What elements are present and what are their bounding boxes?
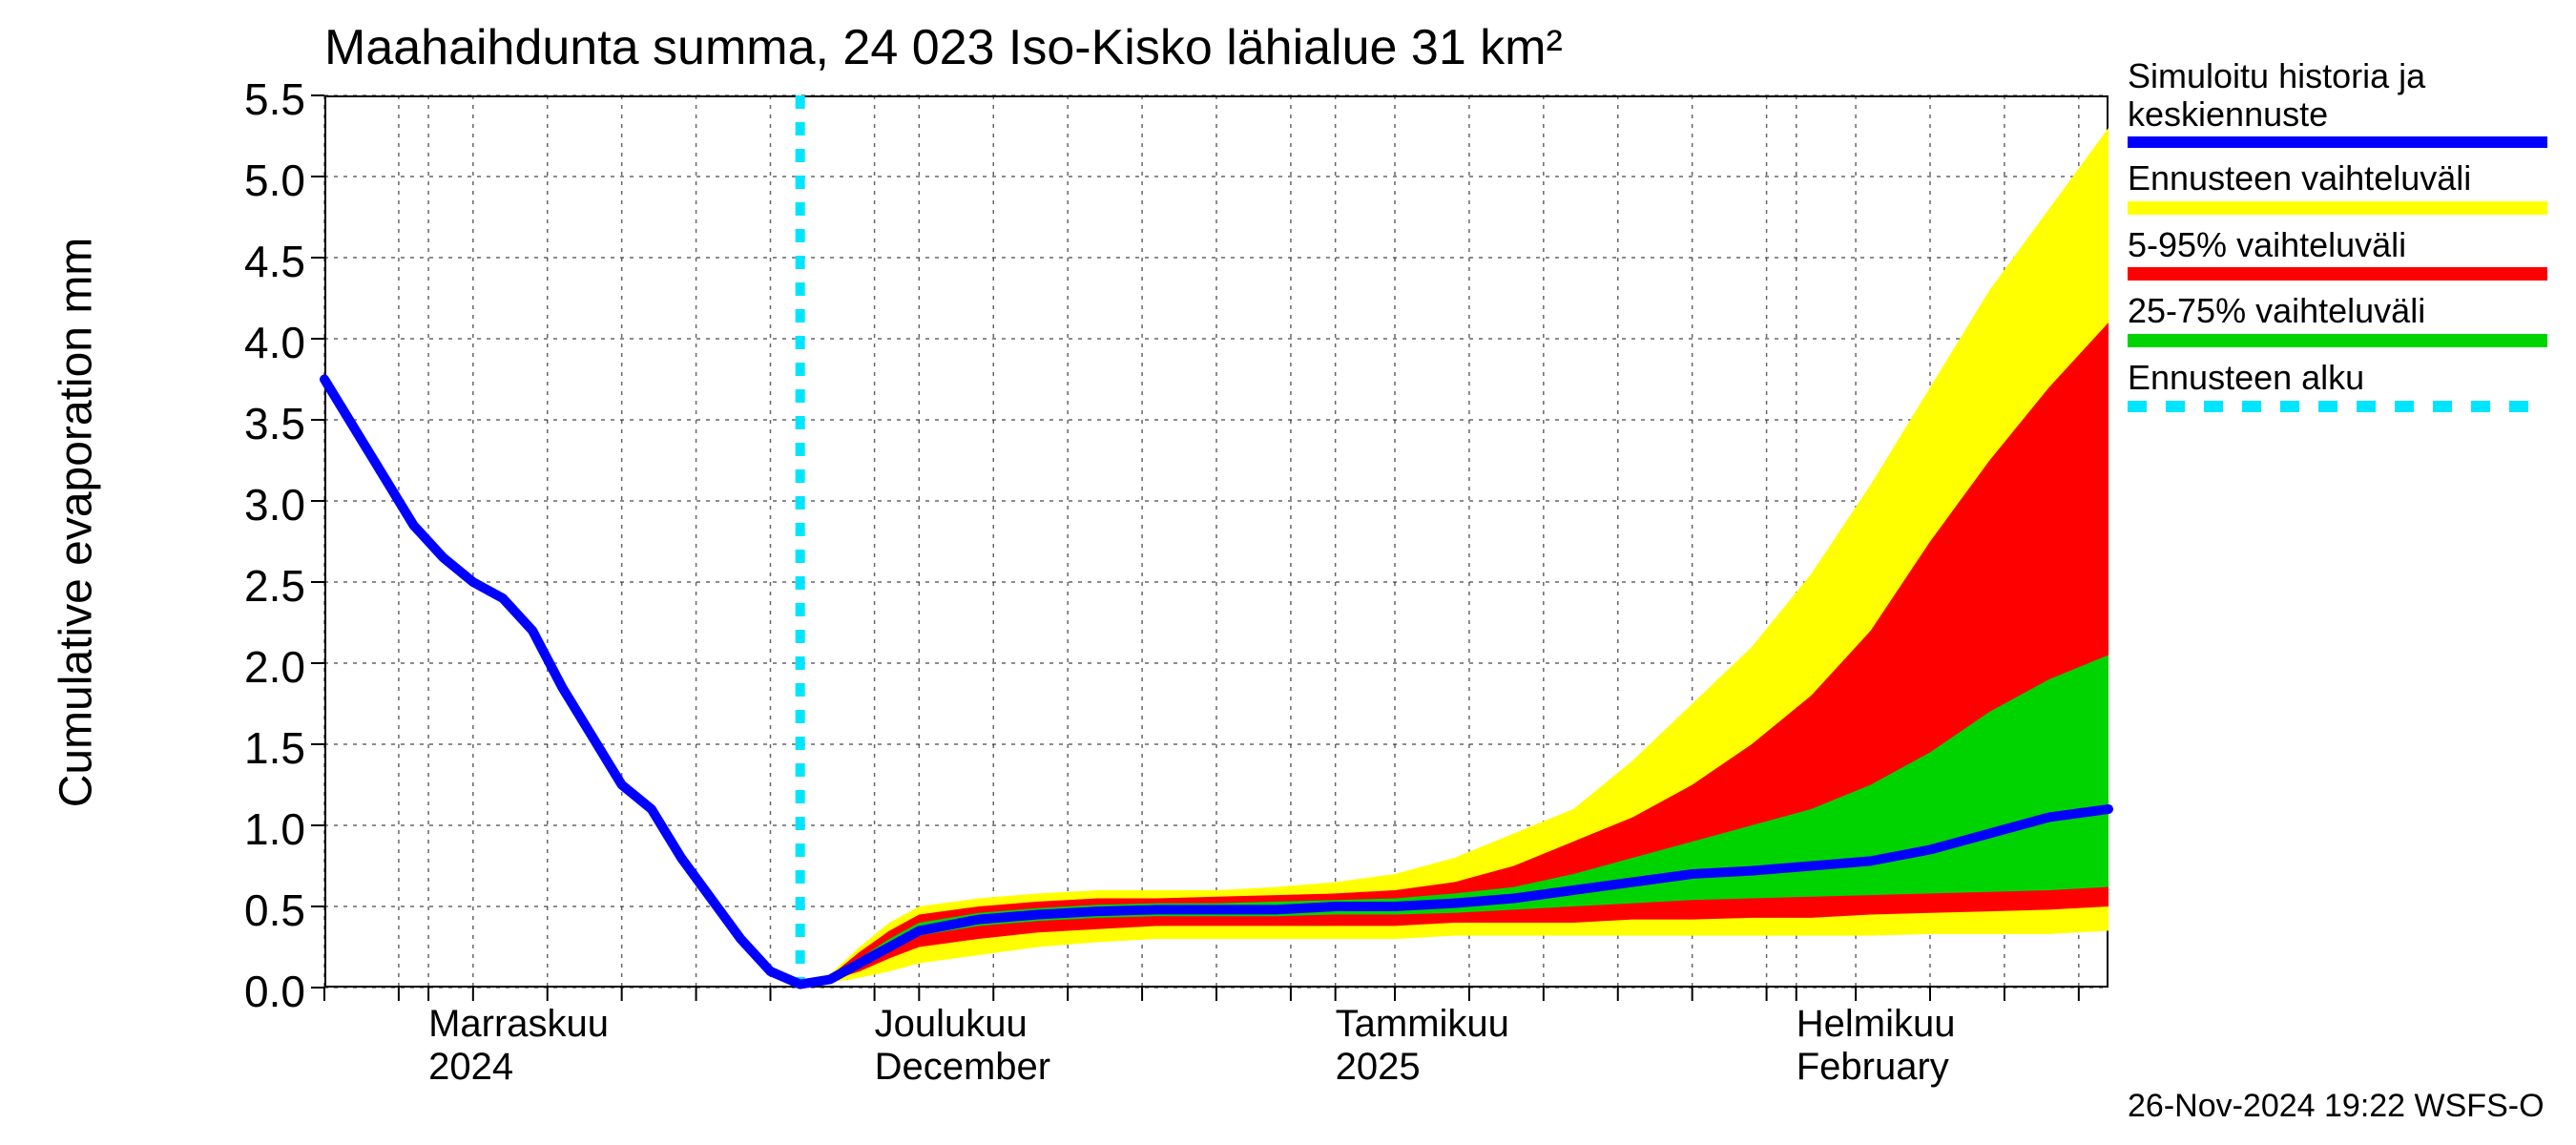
- x-month-label: Tammikuu2025: [1336, 1003, 1509, 1089]
- chart-title: Maahaihdunta summa, 24 023 Iso-Kisko läh…: [324, 19, 1563, 76]
- y-tick-label: 4.0: [244, 317, 305, 368]
- legend-item: Ennusteen alku: [2128, 359, 2547, 412]
- y-tick-label: 1.5: [244, 722, 305, 774]
- legend-swatch: [2128, 401, 2547, 412]
- x-month-label: Marraskuu2024: [428, 1003, 609, 1089]
- legend-label: Ennusteen vaihteluväli: [2128, 159, 2547, 198]
- legend-label: keskiennuste: [2128, 95, 2547, 134]
- y-tick-label: 1.0: [244, 803, 305, 855]
- footer-text-content: 26-Nov-2024 19:22 WSFS-O: [2128, 1088, 2545, 1124]
- legend-item: 5-95% vaihteluväli: [2128, 226, 2547, 281]
- y-tick-label: 3.5: [244, 398, 305, 449]
- legend-swatch: [2128, 267, 2547, 281]
- legend-item: Simuloitu historia jakeskiennuste: [2128, 57, 2547, 148]
- y-tick-label: 3.0: [244, 479, 305, 531]
- y-tick-label: 5.0: [244, 155, 305, 206]
- legend-label: 5-95% vaihteluväli: [2128, 226, 2547, 264]
- legend-item: 25-75% vaihteluväli: [2128, 292, 2547, 347]
- legend-label: Ennusteen alku: [2128, 359, 2547, 397]
- legend-swatch: [2128, 201, 2547, 215]
- legend-swatch: [2128, 136, 2547, 148]
- legend: Simuloitu historia jakeskiennuste Ennuste…: [2128, 57, 2547, 424]
- y-axis-label: Cumulative evaporation mm: [51, 237, 103, 809]
- x-month-label: HelmikuuFebruary: [1797, 1003, 1956, 1089]
- footer-text: 26-Nov-2024 19:22 WSFS-O: [2128, 1088, 2545, 1125]
- legend-label: 25-75% vaihteluväli: [2128, 292, 2547, 330]
- chart-svg: [324, 95, 2109, 988]
- legend-label: Simuloitu historia ja: [2128, 57, 2547, 95]
- y-tick-label: 2.5: [244, 560, 305, 612]
- x-month-label: JoulukuuDecember: [875, 1003, 1051, 1089]
- y-axis-label-text: Cumulative evaporation mm: [52, 238, 102, 808]
- legend-swatch: [2128, 334, 2547, 347]
- y-tick-label: 5.5: [244, 73, 305, 125]
- y-tick-label: 2.0: [244, 641, 305, 693]
- y-tick-label: 0.5: [244, 885, 305, 936]
- y-tick-label: 4.5: [244, 236, 305, 287]
- chart-title-text: Maahaihdunta summa, 24 023 Iso-Kisko läh…: [324, 20, 1563, 75]
- y-tick-label: 0.0: [244, 966, 305, 1017]
- legend-item: Ennusteen vaihteluväli: [2128, 159, 2547, 215]
